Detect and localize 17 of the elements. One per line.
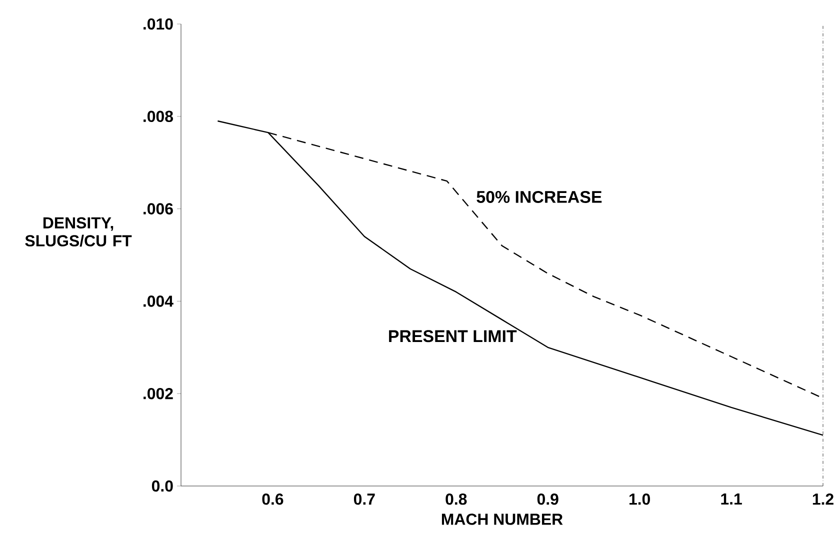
x-tick-label: 0.8 — [446, 494, 467, 505]
y-tick-label: .008 — [144, 110, 174, 122]
y-tick-label: .004 — [144, 296, 174, 307]
y-tick-label: .002 — [144, 388, 173, 400]
x-tick-label: 0.9 — [537, 494, 558, 505]
series-label: PRESENT LIMIT — [389, 330, 517, 342]
x-tick-label: 1.2 — [812, 494, 834, 505]
x-tick-label: 0.7 — [354, 494, 375, 505]
y-tick-label: 0.0 — [152, 480, 173, 492]
y-tick-label: .010 — [144, 18, 173, 30]
x-tick-label: 1.0 — [629, 494, 650, 505]
y-tick-label: .006 — [144, 203, 173, 214]
series-label: 50% INCREASE — [476, 190, 602, 203]
y-axis-title: DENSITY, SLUGS/CU FT — [25, 217, 132, 247]
x-tick-label: 0.6 — [262, 494, 284, 505]
x-axis-title: MACH NUMBER — [442, 514, 563, 525]
x-tick-label: 1.1 — [721, 494, 742, 504]
